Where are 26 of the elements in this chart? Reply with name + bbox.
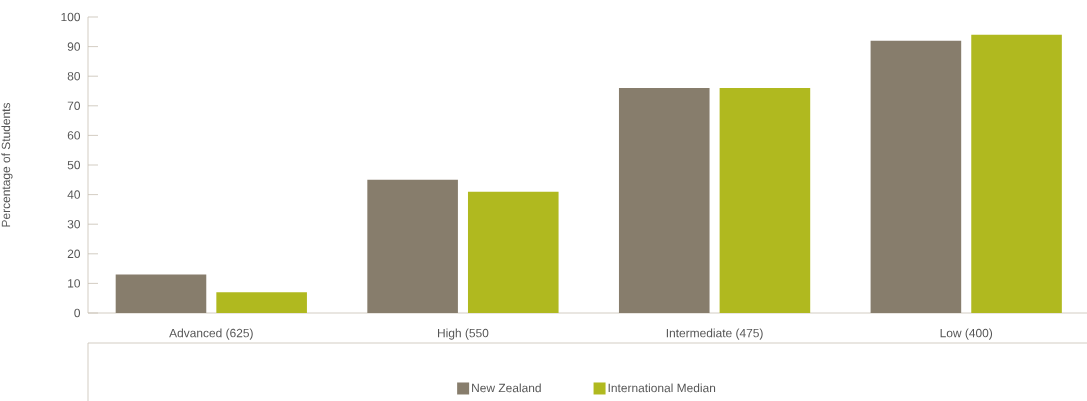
legend-label: New Zealand — [472, 383, 541, 393]
legend-label: International Median — [608, 383, 716, 393]
y-tick-label: 30 — [67, 219, 81, 229]
bar — [467, 191, 559, 313]
bar — [618, 88, 710, 313]
x-tick-label: Intermediate (475) — [666, 328, 763, 340]
y-tick-label: 50 — [67, 160, 81, 170]
y-tick-label: 90 — [67, 42, 81, 51]
y-tick-label: 70 — [67, 101, 81, 111]
bar — [115, 274, 207, 313]
bar — [719, 88, 811, 313]
y-tick-label: 100 — [61, 12, 81, 22]
y-tick-label: 40 — [67, 190, 81, 199]
bar — [367, 179, 458, 313]
x-tick-label: High (550 — [438, 328, 489, 340]
y-tick-label: 80 — [67, 71, 81, 81]
y-axis-title: Percentage of Students — [1, 102, 13, 227]
bar — [971, 34, 1062, 313]
bar — [870, 40, 962, 313]
y-tick-label: 60 — [67, 131, 81, 140]
y-tick-label: 0 — [74, 308, 81, 318]
x-tick-label: Advanced (625) — [169, 328, 253, 340]
y-tick-label: 10 — [68, 279, 81, 288]
y-tick-label: 20 — [67, 249, 81, 259]
x-tick-label: Low (400) — [940, 328, 993, 340]
bar — [216, 292, 307, 313]
